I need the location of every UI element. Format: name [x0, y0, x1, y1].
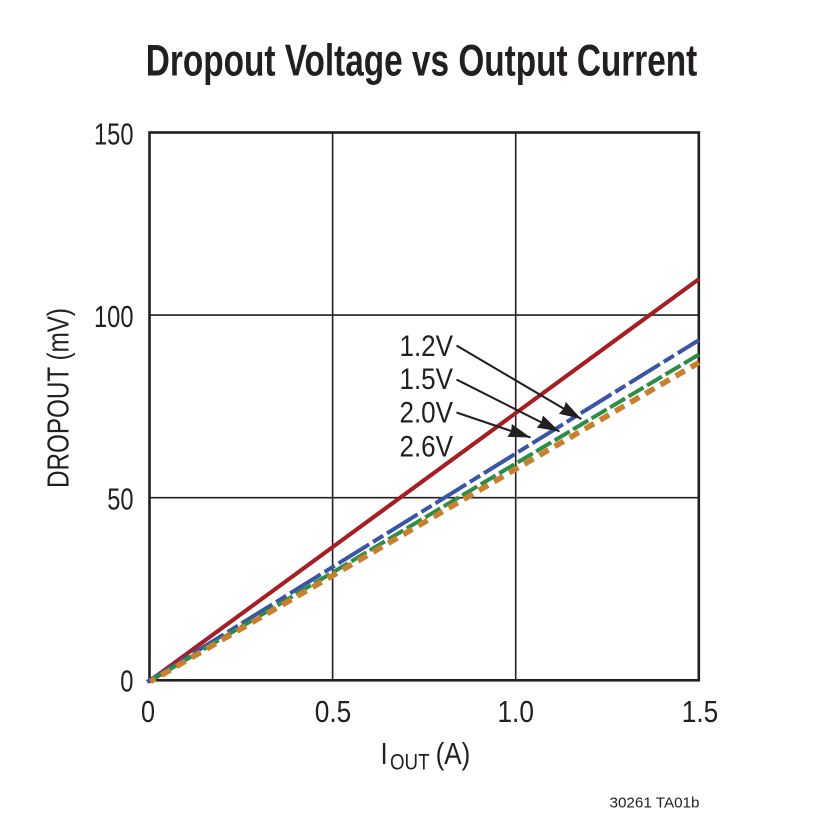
- svg-text:0: 0: [141, 694, 155, 729]
- svg-text:1.0: 1.0: [497, 694, 534, 729]
- svg-text:DROPOUT (mV): DROPOUT (mV): [41, 308, 76, 488]
- svg-text:30261 TA01b: 30261 TA01b: [610, 795, 700, 811]
- svg-text:150: 150: [94, 117, 134, 152]
- svg-text:0.5: 0.5: [315, 694, 352, 729]
- svg-text:Dropout Voltage vs Output Curr: Dropout Voltage vs Output Current: [146, 37, 698, 86]
- svg-text:1.2V: 1.2V: [400, 330, 454, 363]
- svg-text:0: 0: [120, 664, 133, 699]
- svg-text:50: 50: [107, 482, 133, 517]
- svg-text:I: I: [381, 736, 388, 771]
- svg-text:OUT: OUT: [390, 750, 430, 775]
- svg-text:1.5: 1.5: [682, 694, 719, 729]
- svg-text:(A): (A): [436, 736, 471, 771]
- svg-text:100: 100: [94, 299, 134, 334]
- svg-text:2.0V: 2.0V: [400, 397, 454, 430]
- svg-text:2.6V: 2.6V: [400, 430, 454, 463]
- svg-text:1.5V: 1.5V: [400, 363, 454, 396]
